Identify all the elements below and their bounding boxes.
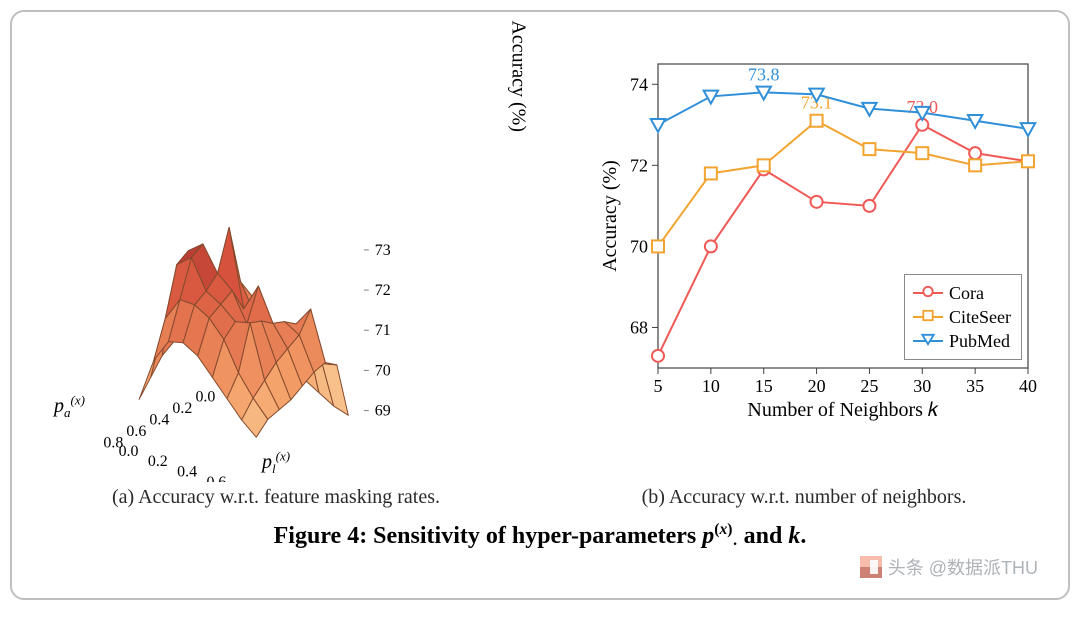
z-axis-label: Accuracy (%)	[507, 20, 530, 132]
y-axis-label-pa: pa(x)	[54, 392, 85, 421]
svg-text:69: 69	[375, 403, 391, 420]
x-axis-label-pl: pl(x)	[262, 448, 290, 477]
svg-text:0.2: 0.2	[172, 400, 192, 417]
svg-text:0.2: 0.2	[148, 453, 168, 470]
svg-text:73.8: 73.8	[748, 64, 780, 84]
svg-text:Number of Neighbors 𝑘: Number of Neighbors 𝑘	[747, 399, 939, 421]
linechart-svg: 68 70 72 74 5 10 15 20 25 30 35 40 Number of Neighbo…	[600, 42, 1040, 422]
svg-text:72: 72	[630, 155, 648, 175]
subcaption-a: (a) Accuracy w.r.t. feature masking rate…	[12, 486, 540, 509]
svg-text:70: 70	[630, 236, 648, 256]
watermark-text: 头条 @数据派THU	[888, 554, 1038, 580]
svg-text:0.8: 0.8	[103, 434, 123, 451]
figure-container: 69707172730.00.20.40.60.80.00.20.40.60.8…	[10, 10, 1070, 600]
legend-item-pubmed: PubMed	[913, 329, 1011, 353]
legend-item-cora: Cora	[913, 281, 1011, 305]
legend-label: PubMed	[949, 329, 1010, 353]
legend: CoraCiteSeerPubMed	[904, 274, 1022, 360]
svg-text:73: 73	[375, 242, 391, 259]
linechart-area: 68 70 72 74 5 10 15 20 25 30 35 40 Number of Neighbo…	[600, 42, 1040, 422]
svg-text:68: 68	[630, 317, 648, 337]
svg-text:30: 30	[913, 376, 931, 396]
svg-text:35: 35	[966, 376, 984, 396]
svg-text:25: 25	[860, 376, 878, 396]
svg-text:74: 74	[630, 74, 648, 94]
watermark-logo-icon	[860, 556, 882, 578]
svg-text:5: 5	[654, 376, 663, 396]
panel-line: 68 70 72 74 5 10 15 20 25 30 35 40 Number of Neighbo…	[540, 12, 1068, 482]
svg-text:0.0: 0.0	[195, 388, 215, 405]
watermark: 头条 @数据派THU	[860, 554, 1038, 580]
svg-text:71: 71	[375, 322, 391, 339]
svg-text:Accuracy (%): Accuracy (%)	[600, 160, 621, 272]
panel-3d: 69707172730.00.20.40.60.80.00.20.40.60.8…	[12, 12, 540, 482]
svg-text:0.6: 0.6	[206, 474, 226, 482]
legend-item-citeseer: CiteSeer	[913, 305, 1011, 329]
svg-text:72: 72	[375, 282, 391, 299]
svg-text:15: 15	[755, 376, 773, 396]
svg-text:40: 40	[1019, 376, 1037, 396]
panels-row: 69707172730.00.20.40.60.80.00.20.40.60.8…	[12, 12, 1068, 482]
subcaption-b: (b) Accuracy w.r.t. number of neighbors.	[540, 486, 1068, 509]
svg-text:0.4: 0.4	[149, 411, 169, 428]
surface3d-svg: 69707172730.00.20.40.60.80.00.20.40.60.8	[12, 12, 540, 482]
legend-label: CiteSeer	[949, 305, 1011, 329]
svg-text:0.4: 0.4	[177, 464, 197, 481]
svg-text:70: 70	[375, 362, 391, 379]
svg-text:0.6: 0.6	[126, 423, 146, 440]
subcaptions-row: (a) Accuracy w.r.t. feature masking rate…	[12, 486, 1068, 509]
figure-caption: Figure 4: Sensitivity of hyper-parameter…	[12, 521, 1068, 554]
legend-label: Cora	[949, 281, 984, 305]
svg-text:20: 20	[808, 376, 826, 396]
svg-text:10: 10	[702, 376, 720, 396]
